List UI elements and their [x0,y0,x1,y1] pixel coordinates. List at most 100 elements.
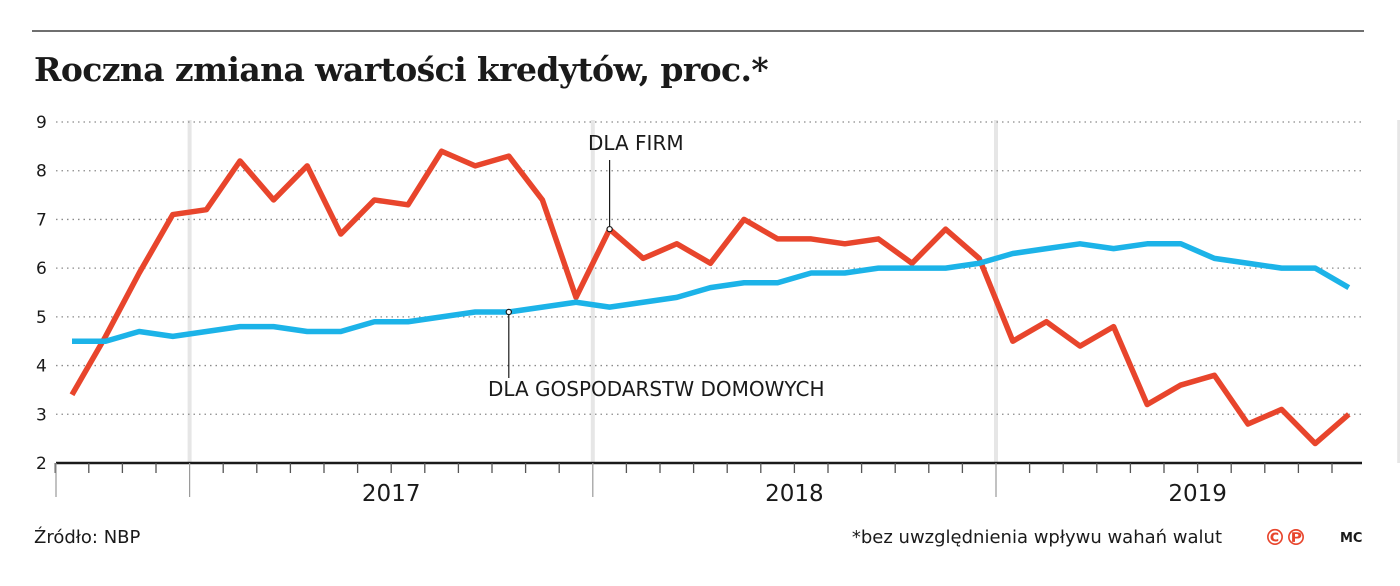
data-point [842,241,847,246]
data-point [1044,319,1049,324]
data-point [372,319,377,324]
data-point [204,329,209,334]
data-point [641,256,646,261]
data-point [1078,241,1083,246]
callout-dot [505,308,512,316]
y-tick-label: 4 [36,357,47,377]
data-point [305,329,310,334]
series-line-firmy [69,148,1351,447]
author-initials: MC [1340,531,1363,546]
y-tick-label: 6 [36,259,47,279]
data-point [1010,339,1015,344]
data-point [1078,344,1083,349]
data-point [742,280,747,285]
data-point [943,266,948,271]
data-point [238,324,243,329]
data-point [540,197,545,202]
y-tick-label: 9 [36,113,47,133]
data-point [103,339,108,344]
data-point [1246,422,1251,427]
data-point [305,163,310,168]
y-tick-label: 8 [36,162,47,182]
data-point [473,163,478,168]
series-label: DLA FIRM [588,131,684,155]
data-point [338,329,343,334]
data-point [1044,246,1049,251]
data-point [910,266,915,271]
data-point [1111,324,1116,329]
data-point [809,271,814,276]
footnote: *bez uwzględnienia wpływu wahań walut [851,527,1222,548]
data-point [742,217,747,222]
data-point [137,329,142,334]
data-point [641,300,646,305]
data-point [338,232,343,237]
data-point [70,392,75,397]
data-point [1178,383,1183,388]
x-year-label: 2017 [362,481,421,507]
data-point [372,197,377,202]
data-point [574,295,579,300]
y-tick-label: 5 [36,308,47,328]
data-point [1212,373,1217,378]
data-point [809,236,814,241]
callout-dot [606,225,613,233]
data-point [977,261,982,266]
data-point [473,309,478,314]
data-point [204,207,209,212]
data-point [506,154,511,159]
data-point [1178,241,1183,246]
data-point [1145,402,1150,407]
data-point [439,314,444,319]
data-point [574,300,579,305]
series-group [69,148,1351,447]
data-point [1279,407,1284,412]
series-line-gospodarstwa [72,241,1351,344]
data-point [1313,441,1318,446]
y-tick-label: 3 [36,405,47,425]
series-label: DLA GOSPODARSTW DOMOWYCH [488,377,825,401]
data-point [271,197,276,202]
data-point [1346,412,1351,417]
gridlines [56,121,1362,415]
data-point [238,158,243,163]
data-point [775,280,780,285]
data-point [607,305,612,310]
chart-title: Roczna zmiana wartości kredytów, proc.* [34,50,769,89]
top-rule [32,30,1364,32]
data-point [876,236,881,241]
data-point [170,212,175,217]
data-point [1111,246,1116,251]
data-point [876,266,881,271]
data-point [170,334,175,339]
data-point [1212,256,1217,261]
data-point [842,271,847,276]
data-point [1346,285,1351,290]
series-callouts: DLA FIRM DLA GOSPODARSTW DOMOWYCH [488,131,825,401]
data-point [1313,266,1318,271]
data-point [1246,261,1251,266]
data-point [1010,251,1015,256]
data-point [708,261,713,266]
data-point [943,227,948,232]
x-year-label: 2019 [1168,481,1227,507]
data-point [137,271,142,276]
data-point [674,241,679,246]
y-tick-label: 2 [36,454,47,474]
data-point [775,236,780,241]
data-point [406,319,411,324]
copyright-logo-icon: ©℗ [1264,526,1307,551]
data-point [406,202,411,207]
x-axis: 2017 2018 2019 [54,461,1362,507]
data-point [439,149,444,154]
source-note: Źródło: NBP [34,527,141,548]
y-tick-label: 7 [36,210,47,230]
data-point [708,285,713,290]
data-point [1145,241,1150,246]
data-point [1279,266,1284,271]
data-point [674,295,679,300]
data-point [271,324,276,329]
data-point [540,305,545,310]
y-axis: 2 3 4 5 6 7 8 9 [36,113,47,474]
